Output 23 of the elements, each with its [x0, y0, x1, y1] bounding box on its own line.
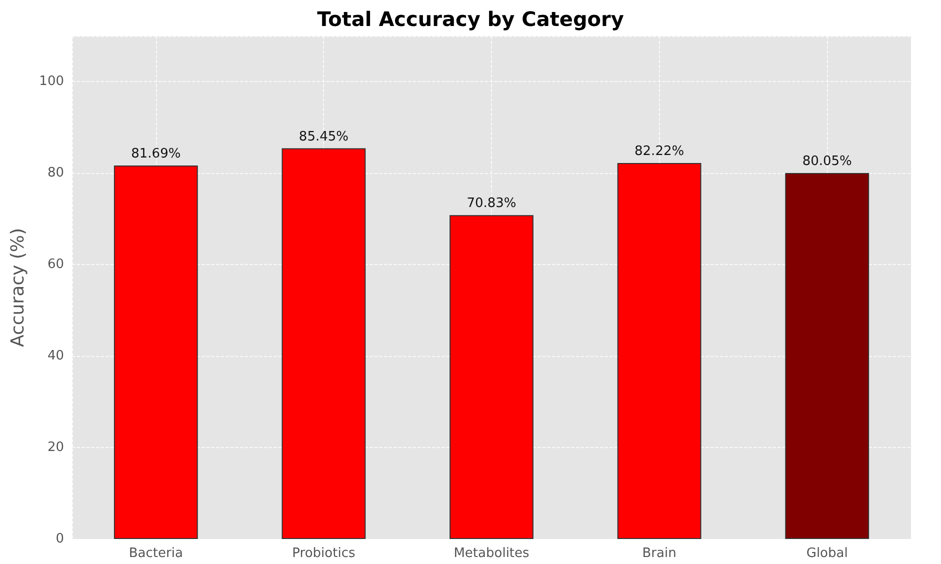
bar — [450, 215, 534, 539]
bar — [282, 148, 366, 539]
y-tick-label: 60 — [47, 257, 64, 272]
data-label: 70.83% — [466, 196, 516, 212]
x-tick-label: Brain — [642, 546, 676, 561]
x-tick-label: Probiotics — [292, 546, 356, 561]
bar — [114, 165, 198, 539]
y-tick-label: 0 — [56, 532, 64, 546]
y-tick-label: 40 — [47, 348, 64, 364]
data-label: 81.69% — [131, 146, 181, 162]
x-tick-label: Metabolites — [454, 546, 530, 561]
y-tick-label: 100 — [39, 74, 64, 90]
y-axis-title: Accuracy (%) — [8, 228, 28, 348]
chart-title: Total Accuracy by Category — [317, 7, 624, 31]
data-label: 85.45% — [298, 129, 348, 144]
y-tick-label: 80 — [47, 166, 64, 181]
data-label: 80.05% — [802, 154, 852, 169]
data-label: 82.22% — [634, 144, 684, 160]
x-tick-label: Bacteria — [128, 546, 183, 561]
bar — [617, 163, 702, 539]
y-tick-label: 20 — [47, 440, 64, 456]
bar — [785, 172, 870, 539]
x-tick-label: Global — [806, 546, 848, 561]
